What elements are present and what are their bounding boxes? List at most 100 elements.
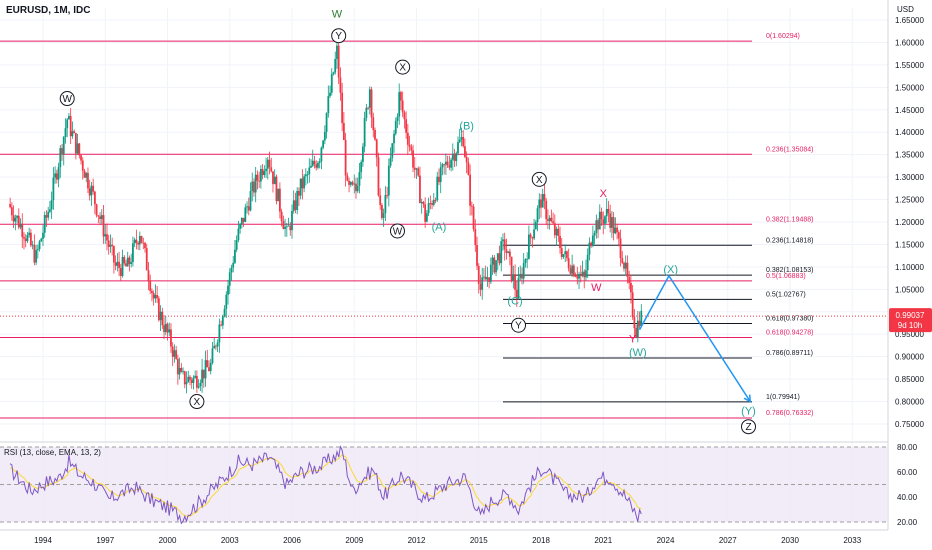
candle-body [280, 211, 283, 222]
candle-body [126, 257, 129, 267]
candle-body [112, 246, 115, 263]
candle-body [228, 272, 231, 286]
candle-body [330, 74, 333, 93]
candle-body [505, 249, 508, 253]
candle-body [422, 201, 425, 205]
candle-body [318, 161, 321, 163]
candle-body [412, 150, 414, 168]
candle-body [272, 171, 274, 185]
wave-label-circle [741, 419, 756, 435]
candle-body [237, 228, 240, 241]
time-axis-tick: 2012 [408, 536, 426, 545]
candle-body [277, 188, 280, 202]
fib-level-label: 0(1.60294) [766, 33, 800, 40]
rsi-axis-tick: 20.00 [897, 518, 918, 527]
price-axis-tick: 1.60000 [895, 38, 924, 47]
candle-body [55, 173, 58, 180]
candle-body [273, 176, 276, 185]
candle-body [73, 131, 76, 134]
candle-body [427, 203, 430, 214]
candle-body [424, 204, 427, 222]
wave-label: W [62, 94, 72, 105]
candle-body [600, 211, 603, 220]
candle-body [436, 176, 439, 201]
candle-body [630, 282, 632, 293]
candle-body [332, 72, 335, 75]
candle-body [163, 325, 165, 333]
candle-body [396, 116, 399, 121]
candle-body [9, 204, 12, 208]
candle-body [220, 324, 223, 326]
candle-body [325, 113, 328, 132]
candle-body [78, 143, 81, 156]
candle-body [470, 205, 473, 207]
candle-body [138, 236, 141, 245]
candle-body [339, 77, 342, 93]
candle-body [301, 178, 304, 189]
price-axis-tick: 0.85000 [895, 375, 924, 384]
candle-body [45, 215, 48, 218]
candle-body [197, 386, 200, 388]
candle-body [114, 262, 117, 266]
candle-body [308, 167, 311, 175]
candle-body [519, 273, 522, 278]
candle-body [23, 237, 25, 239]
candle-body [242, 217, 245, 222]
wave-label-circle [189, 394, 205, 410]
candle-body [403, 112, 406, 120]
candle-body [123, 256, 126, 264]
candle-body [90, 185, 93, 196]
candle-body [261, 169, 264, 176]
candle-body [595, 220, 598, 233]
candle-body [458, 139, 461, 143]
candle-body [334, 58, 337, 73]
candle-body [166, 323, 169, 333]
wave-label: Y [515, 321, 522, 332]
candle-body [88, 188, 91, 196]
candle-body [441, 164, 444, 168]
projection-path [638, 274, 751, 402]
candle-body [394, 120, 397, 134]
candle-body [502, 239, 504, 242]
candle-body [71, 131, 74, 137]
candle-body [97, 215, 100, 217]
time-axis-tick: 2021 [594, 536, 612, 545]
candle-body [450, 159, 452, 168]
candle-body [389, 157, 392, 166]
candle-body [562, 254, 565, 257]
candle-body [550, 217, 553, 222]
candle-body [151, 290, 153, 294]
candle-body [209, 363, 212, 371]
candle-body [239, 224, 242, 229]
price-axis-tick: 0.90000 [895, 353, 924, 362]
wave-label: Y [629, 334, 637, 346]
candle-body [553, 223, 556, 236]
candle-body [289, 225, 292, 231]
candle-body [275, 176, 278, 202]
candle-body [111, 244, 114, 247]
candle-body [251, 181, 254, 192]
candle-body [270, 167, 273, 172]
wave-label-circle [389, 223, 405, 239]
fib-level-label: 0.786(0.76332) [766, 410, 813, 417]
candle-body [313, 160, 316, 165]
candle-body [57, 167, 60, 180]
fib-retracement-label: 1(0.79941) [766, 394, 800, 401]
candle-body [467, 162, 470, 175]
candle-body [439, 167, 442, 183]
candle-body [444, 161, 447, 165]
candle-body [170, 329, 172, 347]
candle-body [225, 294, 228, 309]
candle-body [156, 294, 159, 299]
candle-body [349, 182, 352, 185]
candle-body [451, 153, 454, 160]
price-axis-tick: 1.65000 [895, 16, 924, 25]
candle-body [381, 205, 383, 218]
candle-body [538, 199, 541, 209]
candle-body [500, 241, 503, 264]
candle-body [514, 274, 516, 290]
candle-body [483, 276, 485, 278]
candle-body [263, 171, 266, 176]
